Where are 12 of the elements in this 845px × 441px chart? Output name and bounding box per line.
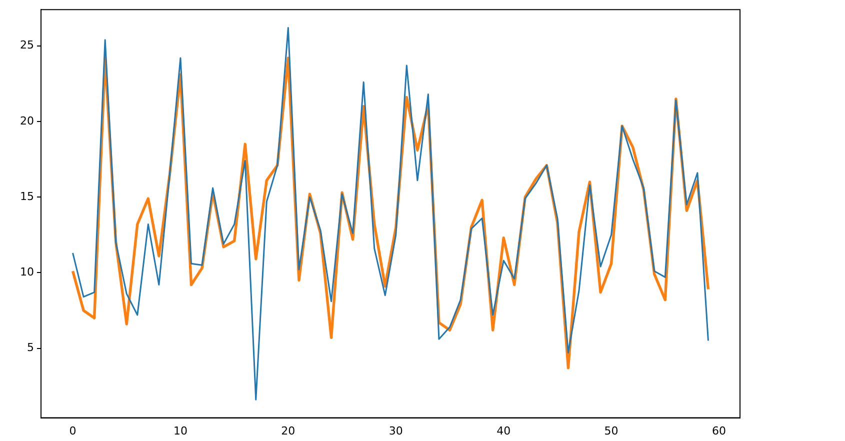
- y-tick-label: 15: [20, 190, 34, 203]
- x-tick-label: 30: [388, 424, 403, 438]
- x-tick-label: 0: [69, 424, 76, 438]
- x-tick-label: 60: [712, 424, 726, 438]
- x-tick-label: 40: [496, 424, 511, 438]
- y-tick-label: 5: [27, 341, 34, 354]
- x-tick-label: 20: [281, 424, 296, 438]
- y-tick-label: 25: [20, 38, 34, 52]
- y-tick-label: 20: [20, 114, 34, 128]
- x-tick-label: 10: [173, 424, 188, 438]
- x-tick-label: 50: [604, 424, 618, 438]
- y-tick-label: 10: [20, 266, 34, 279]
